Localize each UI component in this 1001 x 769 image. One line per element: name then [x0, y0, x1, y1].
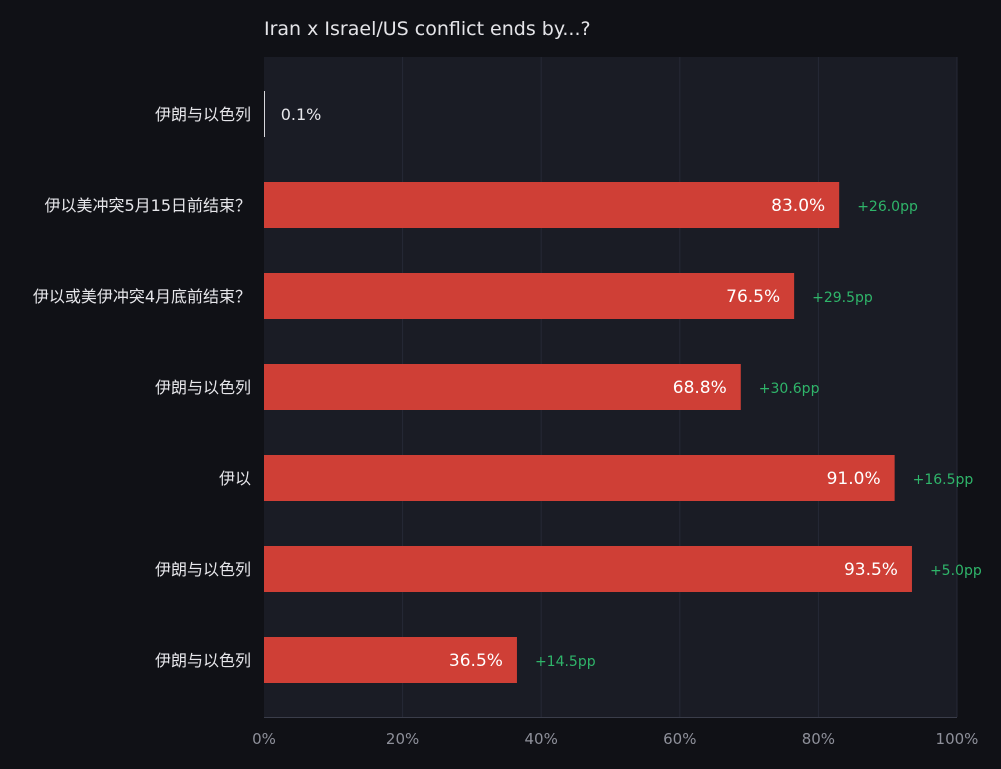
x-tick-label: 60%	[663, 730, 696, 748]
bar	[264, 182, 840, 228]
bar	[264, 637, 517, 683]
category-label: 伊以美冲突5月15日前结束？	[44, 196, 251, 215]
x-tick-label: 0%	[252, 730, 276, 748]
bar	[264, 273, 795, 319]
x-tick-label: 20%	[386, 730, 419, 748]
delta-label: +16.5pp	[913, 472, 974, 488]
bar-value-label: 83.0%	[771, 196, 825, 216]
delta-label: +30.6pp	[759, 381, 820, 397]
bar-value-label: 76.5%	[726, 287, 780, 307]
bar-value-label: 68.8%	[673, 378, 727, 398]
bar	[264, 455, 895, 501]
bar	[264, 364, 741, 410]
bar	[264, 546, 912, 592]
category-label: 伊朗与以色列	[155, 105, 251, 124]
delta-label: +26.0pp	[857, 199, 918, 215]
x-tick-label: 100%	[936, 730, 979, 748]
bar-value-label: 93.5%	[844, 560, 898, 580]
bar-value-label: 0.1%	[281, 105, 322, 124]
category-label: 伊以或美伊冲突4月底前结束？	[33, 287, 251, 306]
x-tick-label: 40%	[525, 730, 558, 748]
category-label: 伊朗与以色列	[155, 560, 251, 579]
delta-label: +5.0pp	[930, 563, 982, 579]
x-tick-label: 80%	[802, 730, 835, 748]
delta-label: +14.5pp	[535, 654, 596, 670]
category-label: 伊朗与以色列	[155, 651, 251, 670]
category-label: 伊朗与以色列	[155, 378, 251, 397]
delta-label: +29.5pp	[812, 290, 873, 306]
category-label: 伊以	[219, 469, 251, 488]
bar-value-label: 91.0%	[827, 469, 881, 489]
bar-value-label: 36.5%	[449, 651, 503, 671]
chart-title: Iran x Israel/US conflict ends by...?	[264, 18, 591, 40]
